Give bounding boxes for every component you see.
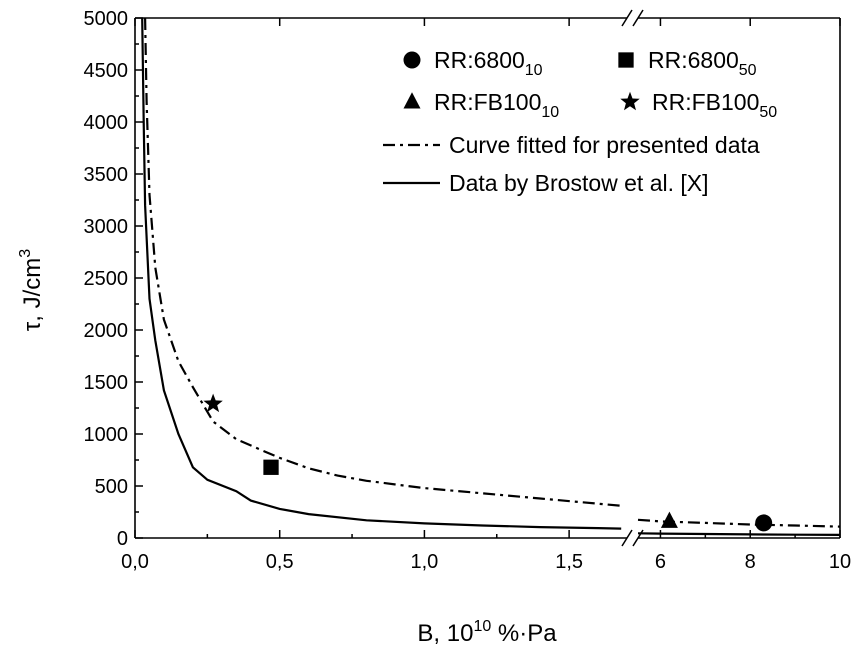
data-point-square <box>263 459 279 475</box>
y-tick-label: 3500 <box>84 164 129 186</box>
data-point-circle <box>755 514 773 532</box>
x-tick-label: 10 <box>829 551 851 573</box>
x-tick-label: 0,5 <box>266 551 294 573</box>
y-tick-label: 1000 <box>84 424 129 446</box>
legend-label: Curve fitted for presented data <box>449 132 760 158</box>
y-axis-title: τ, J/cm3 <box>17 249 46 331</box>
break-mark <box>632 9 644 27</box>
legend-marker-circle <box>403 51 421 69</box>
data-point-star <box>203 393 223 413</box>
ticks: 0 500 1000 1500 2000 2500 3000 3500 4000 4500 5000… <box>84 8 852 573</box>
data-point-triangle <box>660 511 678 528</box>
legend-marker-star <box>620 91 640 111</box>
fitted-curve-segment-1 <box>144 17 622 507</box>
y-tick-label: 1500 <box>84 372 129 394</box>
legend-marker-triangle <box>403 92 421 109</box>
y-tick-label: 3000 <box>84 216 129 238</box>
legend-label: RR:680010 <box>434 47 543 79</box>
brostow-curve-segment-2 <box>637 532 841 537</box>
y-tick-label: 2000 <box>84 320 129 342</box>
legend-label: RR:680050 <box>648 47 757 79</box>
y-tick-label: 0 <box>117 528 128 550</box>
brostow-curve-segment-1 <box>141 17 622 530</box>
x-tick-label: 8 <box>745 551 756 573</box>
legend-label: Data by Brostow et al. [X] <box>449 170 709 196</box>
legend-label: RR:FB10050 <box>652 89 777 121</box>
x-tick-label: 6 <box>655 551 666 573</box>
y-tick-label: 5000 <box>84 8 129 30</box>
legend-marker-square <box>618 52 634 68</box>
y-tick-label: 4000 <box>84 112 129 134</box>
legend: RR:680010 RR:680050 RR:FB10010 RR:FB10050 Cu… <box>383 47 777 196</box>
data-markers <box>203 393 773 532</box>
x-tick-label: 1,5 <box>555 551 583 573</box>
plot-lines <box>141 17 841 537</box>
x-tick-label: 0,0 <box>121 551 149 573</box>
y-tick-label: 500 <box>95 476 128 498</box>
break-mark <box>621 9 633 27</box>
y-tick-label: 4500 <box>84 60 129 82</box>
y-tick-label: 2500 <box>84 268 129 290</box>
x-tick-label: 1,0 <box>411 551 439 573</box>
legend-label: RR:FB10010 <box>434 89 559 121</box>
break-mark <box>621 529 633 547</box>
fitted-curve-segment-2 <box>637 518 841 528</box>
x-axis-title: B, 1010 %·Pa <box>417 618 557 647</box>
axis-break-marks <box>621 9 644 547</box>
